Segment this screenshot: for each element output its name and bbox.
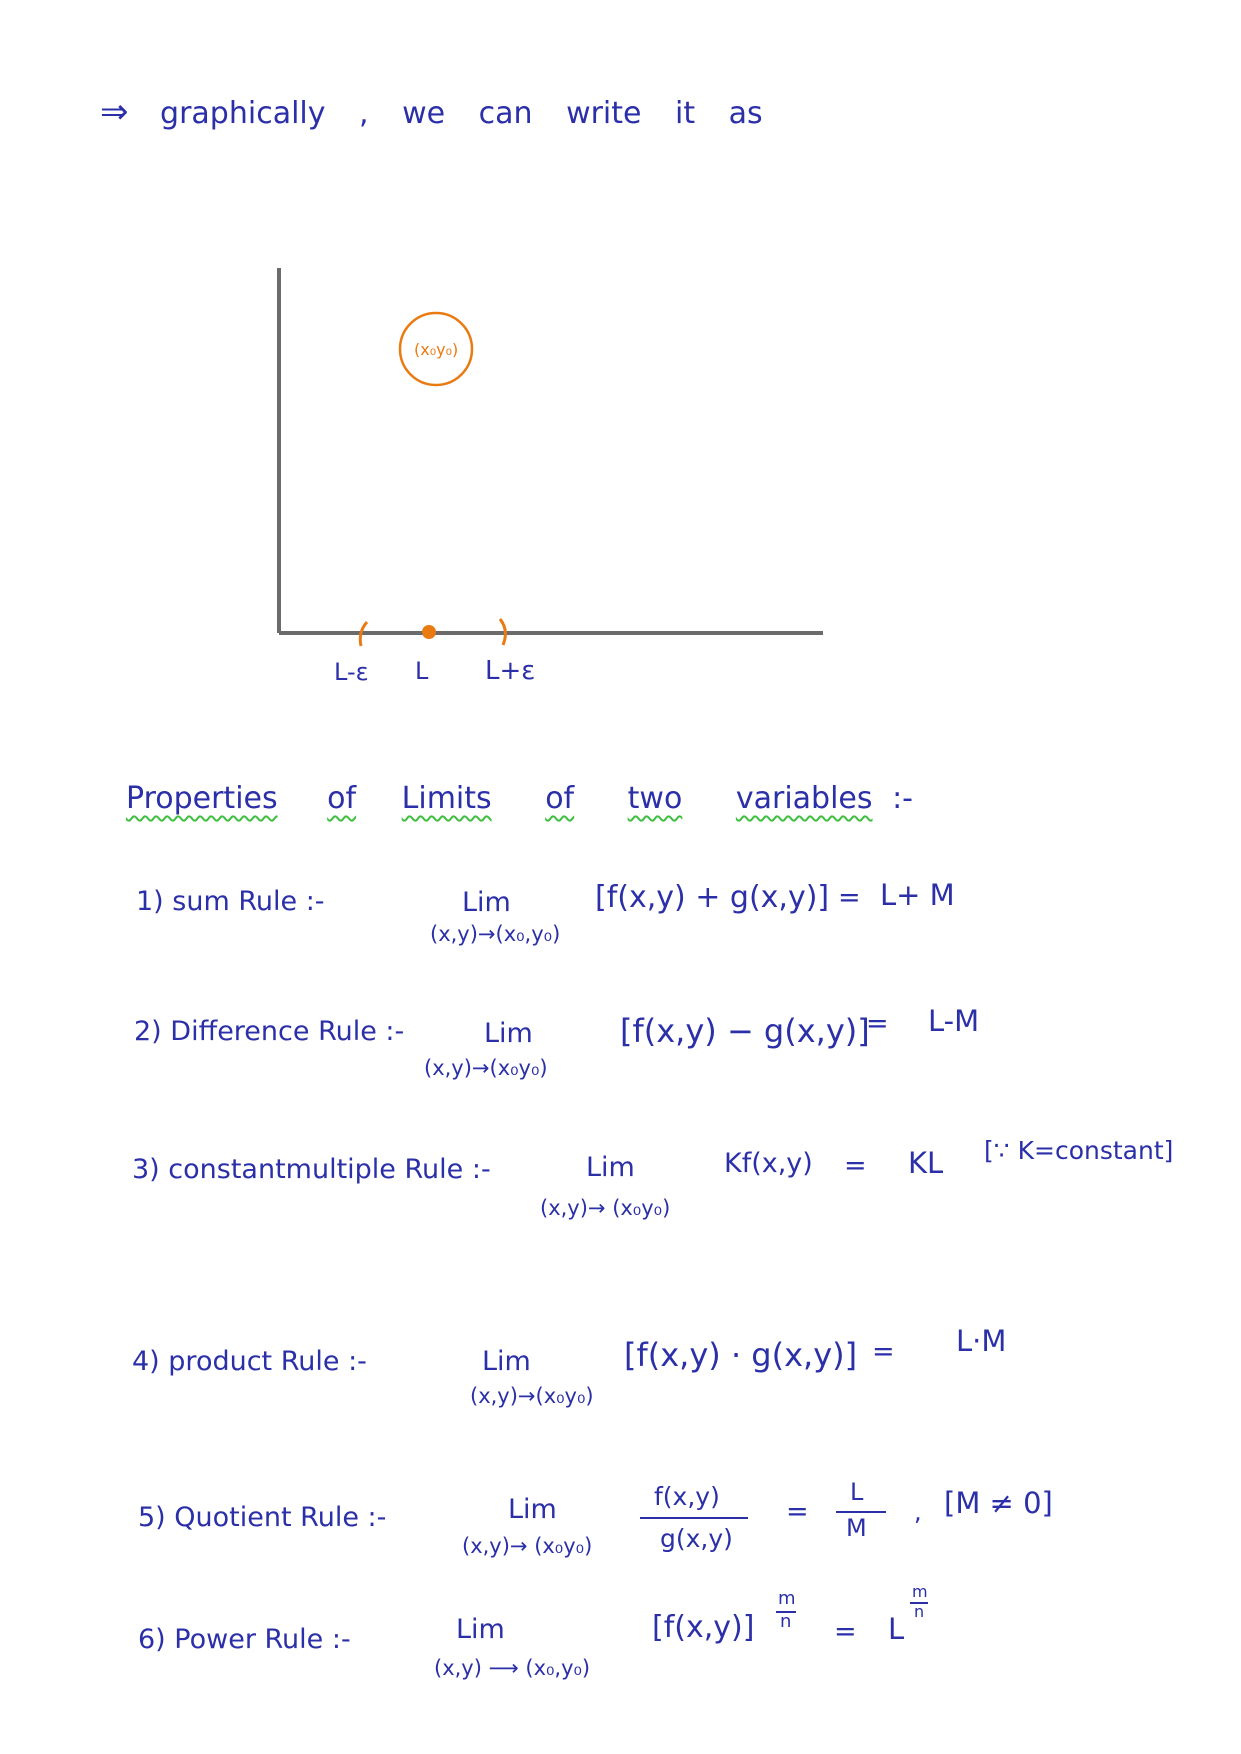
rule-2-label: 2) Difference Rule :- (134, 1016, 405, 1047)
rule-5-fraction-bar (640, 1517, 748, 1519)
rule-3-label: 3) constantmultiple Rule :- (132, 1154, 491, 1185)
rule-5-sub: (x,y)→ (x₀y₀) (462, 1534, 593, 1558)
neighborhood-circle (398, 311, 474, 387)
rule-6-exp-bar (776, 1611, 796, 1613)
rule-5-numerator: f(x,y) (654, 1482, 720, 1511)
rule-5-comma: , (914, 1498, 922, 1526)
rule-6-exp-den: n (780, 1611, 792, 1632)
rule-2-eq: = (866, 1008, 889, 1039)
rule-6-rhs-base: L (888, 1612, 905, 1646)
implies-arrow: ⇒ (100, 92, 129, 132)
point-label: (x₀y₀) (414, 340, 459, 359)
rule-4-expr: [f(x,y) · g(x,y)] (624, 1336, 858, 1374)
rule-2-sub: (x,y)→(x₀y₀) (424, 1056, 548, 1080)
rule-5-denominator: g(x,y) (660, 1524, 733, 1553)
rule-5-rhs-fraction-bar (836, 1511, 886, 1513)
rule-5-note: [M ≠ 0] (944, 1486, 1053, 1520)
heading-word-two: two (627, 781, 683, 816)
heading-word-of-2: of (545, 781, 575, 816)
tick-label-right: L+ε (485, 656, 536, 686)
rule-3-lim: Lim (586, 1152, 635, 1183)
rule-1-lim: Lim (462, 887, 511, 918)
rule-6-rhs-exp-num: m (912, 1582, 928, 1601)
intro-line: ⇒ graphically , we can write it as (100, 92, 763, 132)
rule-4-rhs: L·M (956, 1324, 1007, 1358)
rule-6-sub: (x,y) ⟶ (x₀,y₀) (434, 1656, 591, 1680)
rule-5-eq: = (786, 1496, 809, 1527)
rule-3-expr: Kf(x,y) (724, 1148, 813, 1179)
rule-3-rhs: KL (908, 1146, 944, 1180)
rule-4-eq: = (872, 1336, 895, 1367)
tick-label-left: L-ε (334, 658, 369, 686)
heading-word-properties: Properties (126, 781, 278, 816)
rule-6-lim: Lim (456, 1614, 505, 1645)
rule-6-eq: = (834, 1616, 857, 1647)
rule-5-label: 5) Quotient Rule :- (138, 1502, 387, 1533)
rule-2-lim: Lim (484, 1018, 533, 1049)
rule-4-label: 4) product Rule :- (132, 1346, 367, 1377)
tick-label-center: L (415, 657, 429, 685)
rule-1-label: 1) sum Rule :- (136, 886, 325, 917)
rule-4-lim: Lim (482, 1346, 531, 1377)
rule-6-rhs-exp-den: n (914, 1602, 925, 1621)
heading-colon: :- (892, 781, 913, 816)
intro-text: graphically , we can write it as (160, 96, 763, 131)
rule-6-label: 6) Power Rule :- (138, 1624, 351, 1655)
right-bracket-mark (498, 618, 507, 646)
rule-2-rhs: L-M (928, 1004, 980, 1038)
left-bracket-mark (358, 620, 369, 647)
rule-1-expr: [f(x,y) + g(x,y)] (595, 880, 830, 915)
rule-3-sub: (x,y)→ (x₀y₀) (540, 1196, 671, 1220)
rule-5-lim: Lim (508, 1494, 557, 1525)
rule-6-expr: [f(x,y)] (652, 1610, 755, 1645)
rule-1-rhs: L+ M (880, 878, 955, 912)
rule-2-expr: [f(x,y) − g(x,y)] (620, 1012, 870, 1050)
rule-3-note: [∵ K=constant] (984, 1136, 1174, 1165)
rule-5-rhs-numerator: L (850, 1478, 864, 1506)
rule-3-eq: = (844, 1150, 867, 1181)
rule-6-rhs-exp-bar (910, 1602, 928, 1604)
section-heading: Properties of Limits of two variables :- (126, 781, 913, 816)
rule-5-rhs-denominator: M (846, 1514, 867, 1542)
limit-point (422, 625, 436, 639)
heading-word-variables: variables (735, 781, 873, 816)
heading-word-limits: Limits (401, 781, 492, 816)
rule-6-exp-num: m (778, 1588, 796, 1609)
rule-1-sub: (x,y)→(x₀,y₀) (430, 922, 561, 946)
rule-4-sub: (x,y)→(x₀y₀) (470, 1384, 594, 1408)
rule-1-eq: = (838, 882, 861, 913)
heading-word-of: of (327, 781, 357, 816)
